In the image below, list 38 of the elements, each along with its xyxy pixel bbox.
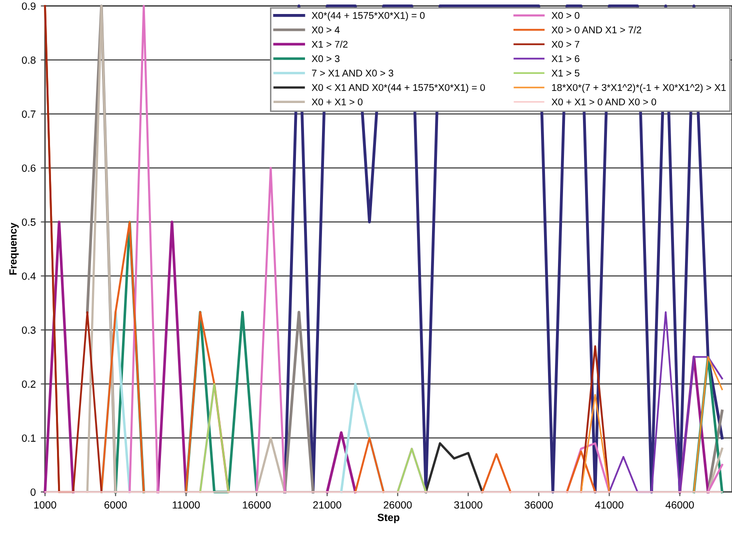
y-axis-title: Frequency: [9, 222, 19, 275]
y-tick-label: 0.6: [22, 164, 36, 172]
legend-label: X0 > 0: [552, 12, 580, 19]
y-tick-label: 0: [30, 488, 36, 496]
y-tick-label: 0.7: [22, 110, 36, 118]
x-axis-title: Step: [378, 514, 400, 524]
y-tick-label: 0.8: [22, 56, 36, 64]
y-tick-label: 0.2: [22, 380, 36, 388]
line-series: [424, 442, 484, 494]
x-tick-label: 21000: [313, 501, 342, 509]
x-tick-label: 36000: [524, 501, 553, 509]
x-tick-label: 11000: [172, 501, 200, 509]
x-tick-label: 46000: [666, 501, 694, 509]
legend-label: X0*(44 + 1575*X0*X1) = 0: [312, 12, 425, 21]
legend-label: X0 + X1 > 0: [312, 98, 362, 106]
legend-label: X0 > 0 AND X1 > 7/2: [552, 26, 642, 34]
x-tick-label: 26000: [384, 501, 412, 509]
x-tick-label: 1000: [34, 501, 56, 509]
y-tick-label: 0.1: [22, 434, 36, 442]
x-tick-label: 41000: [595, 501, 624, 509]
legend-label: X0 > 3: [312, 55, 340, 62]
x-tick-label: 16000: [242, 501, 271, 509]
y-tick-label: 0.3: [22, 326, 36, 334]
legend-label: X0 > 7: [552, 40, 580, 48]
x-tick-label: 6000: [104, 501, 127, 509]
legend-label: 18*X0*(7 + 3*X1^2)*(-1 + X0*X1^2) > X1: [552, 84, 726, 93]
y-tick-label: 0.5: [22, 218, 36, 226]
y-tick-label: 0.9: [22, 2, 36, 10]
line-series: [608, 311, 723, 493]
legend-label: X0 + X1 > 0 AND X0 > 0: [552, 98, 656, 106]
legend-label: X0 < X1 AND X0*(44 + 1575*X0*X1) = 0: [312, 84, 485, 93]
legend-label: X0 > 4: [312, 26, 340, 34]
x-tick-label: 31000: [454, 501, 482, 509]
legend-label: 7 > X1 AND X0 > 3: [312, 70, 394, 77]
y-tick-label: 0.4: [22, 272, 36, 280]
legend-label: X1 > 7/2: [312, 40, 348, 48]
legend-label: X1 > 5: [552, 70, 580, 77]
legend-label: X1 > 6: [552, 55, 580, 62]
